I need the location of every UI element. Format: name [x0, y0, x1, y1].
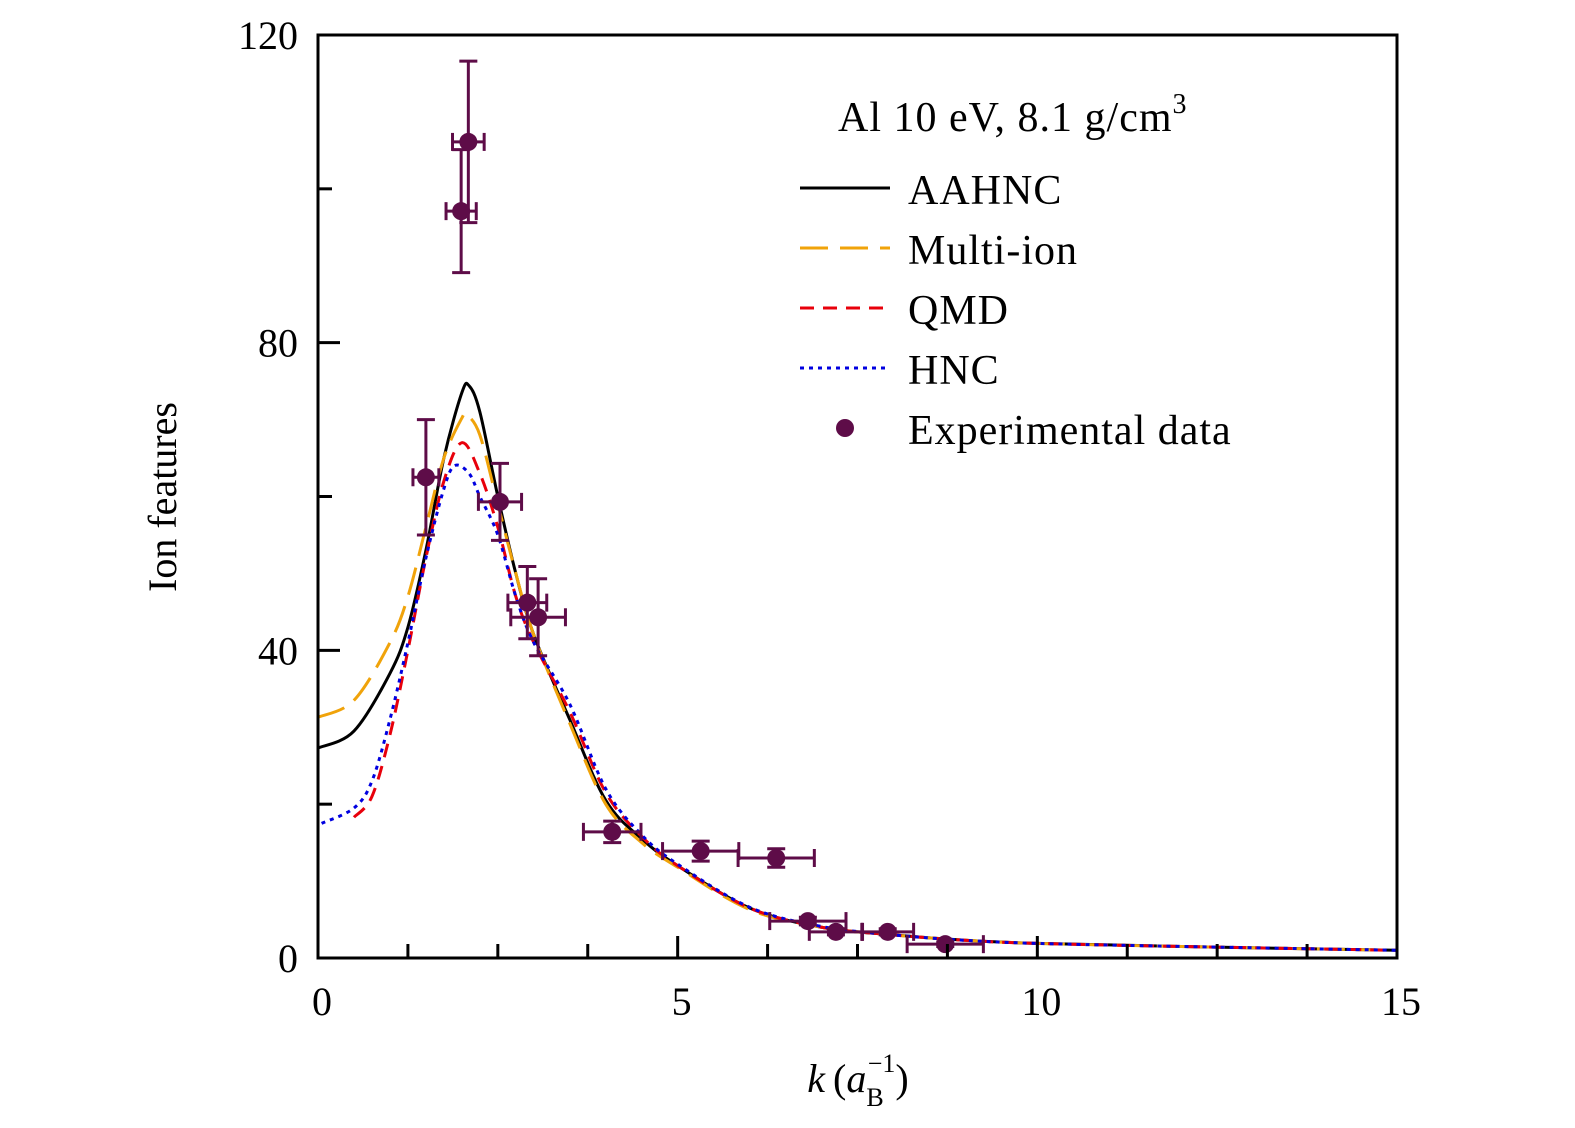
axis-ticks	[316, 33, 1399, 960]
data-marker	[490, 492, 509, 511]
experimental-points	[411, 59, 985, 954]
data-marker	[452, 202, 471, 221]
legend-item: QMD	[800, 288, 1009, 334]
y-tick-label: 120	[238, 13, 298, 58]
data-marker	[767, 849, 786, 868]
data-marker	[691, 842, 710, 861]
x-tick-label: 5	[672, 979, 692, 1024]
data-point	[768, 912, 848, 931]
data-point	[581, 819, 643, 845]
legend-label: AAHNC	[908, 168, 1062, 214]
data-point	[661, 839, 741, 863]
series-line-hnc	[320, 463, 1398, 952]
tick-labels: 0 5 10 15 0 40 80 120	[238, 13, 1421, 1024]
data-marker	[459, 132, 478, 151]
x-tick-label: 15	[1381, 979, 1421, 1024]
x-tick-label: 10	[1021, 979, 1061, 1024]
data-point	[736, 847, 816, 869]
series-line-qmd	[352, 441, 1398, 952]
legend-label: HNC	[908, 348, 1000, 394]
data-point	[860, 922, 916, 941]
data-point	[509, 577, 567, 658]
legend: AAHNC Multi-ion QMD HNC Experimental data	[800, 168, 1232, 454]
data-marker	[936, 935, 955, 954]
x-tick-label: 0	[312, 979, 332, 1024]
y-axis-label: Ion features	[140, 402, 185, 592]
data-point	[451, 59, 486, 225]
legend-item: Experimental data	[836, 408, 1232, 454]
y-tick-label: 80	[258, 321, 298, 366]
data-marker	[798, 912, 817, 931]
annotation: Al 10 eV, 8.1 g/cm3	[838, 89, 1188, 141]
curves	[317, 381, 1398, 952]
series-line-aahnc	[317, 381, 1398, 952]
legend-label: QMD	[908, 288, 1009, 334]
data-marker	[826, 922, 845, 941]
data-point	[411, 418, 441, 537]
legend-marker	[836, 419, 854, 437]
legend-item: Multi-ion	[800, 228, 1078, 274]
x-axis-label: k (aB−1)	[807, 1049, 908, 1112]
legend-item: AAHNC	[800, 168, 1062, 214]
data-marker	[416, 468, 435, 487]
data-point	[476, 461, 524, 542]
y-tick-label: 40	[258, 628, 298, 673]
data-marker	[518, 593, 537, 612]
legend-label: Experimental data	[908, 408, 1232, 454]
data-marker	[529, 608, 548, 627]
data-marker	[603, 822, 622, 841]
data-point	[506, 564, 549, 641]
y-tick-label: 0	[278, 936, 298, 981]
data-marker	[878, 922, 897, 941]
data-point	[444, 148, 478, 275]
legend-item: HNC	[800, 348, 1000, 394]
legend-label: Multi-ion	[908, 228, 1078, 274]
data-point	[905, 935, 985, 954]
